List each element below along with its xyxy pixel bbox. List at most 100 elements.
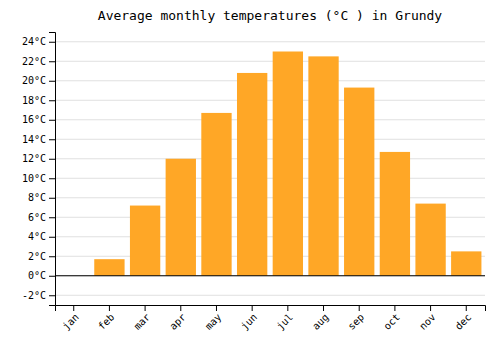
zero-line: [55, 275, 485, 276]
tick-mark: [49, 276, 55, 277]
plot-area: -2°C 0°C 2°C 4°C 6°C 8°C 10°C 12°C 14°C 16°C 18°C 2…: [22, 33, 486, 332]
bar: [273, 52, 303, 276]
tick-label: nov: [417, 311, 438, 332]
tick: oct: [381, 305, 402, 332]
tick-label: jun: [239, 311, 260, 332]
bar: [201, 113, 231, 276]
tick: jan: [60, 305, 81, 332]
tick-label: feb: [96, 311, 117, 332]
tick-mark: [49, 139, 55, 140]
tick-mark: [49, 295, 55, 296]
tick-label: aug: [310, 311, 331, 332]
tick-mark: [466, 305, 467, 311]
tick-label: may: [203, 311, 224, 332]
tick-label: jul: [274, 311, 295, 332]
bar: [344, 88, 374, 276]
tick-mark: [49, 100, 55, 101]
tick-label: 24°C: [22, 36, 46, 47]
tick-mark: [145, 305, 146, 311]
tick-label: 10°C: [22, 173, 46, 184]
grid-line: [55, 61, 485, 62]
tick-mark: [49, 237, 55, 238]
tick-mark: [287, 305, 288, 311]
title: Average monthly temperatures (°C ) in Gr…: [98, 8, 443, 23]
x-axis: janfebmaraprmayjunjulaugsepoctnovdec: [56, 305, 486, 332]
axis-line: [49, 33, 56, 306]
tick-label: apr: [167, 311, 188, 332]
bar: [130, 206, 160, 276]
tick: 10°C: [22, 173, 55, 184]
tick-mark: [252, 305, 253, 311]
grid-line: [55, 178, 485, 179]
tick: dec: [453, 305, 474, 332]
tick-label: 18°C: [22, 95, 46, 106]
tick-label: dec: [453, 311, 474, 332]
tick-mark: [49, 256, 55, 257]
tick: 24°C: [22, 36, 55, 47]
tick-label: 16°C: [22, 114, 46, 125]
tick-label: mar: [132, 311, 153, 332]
tick: nov: [417, 305, 438, 332]
tick-label: oct: [381, 311, 402, 332]
tick-label: 4°C: [28, 231, 46, 242]
tick: feb: [96, 305, 117, 332]
tick: 22°C: [22, 56, 55, 67]
axis-line: [56, 306, 486, 312]
tick-mark: [49, 217, 55, 218]
grid-line: [55, 139, 485, 140]
bars: [55, 52, 485, 276]
tick-label: 6°C: [28, 212, 46, 223]
tick-mark: [49, 159, 55, 160]
tick-label: 20°C: [22, 75, 46, 86]
tick-label: 22°C: [22, 56, 46, 67]
tick: may: [203, 305, 224, 332]
tick: jun: [239, 305, 260, 332]
tick: 6°C: [28, 212, 55, 223]
tick-mark: [180, 305, 181, 311]
grid-line: [55, 119, 485, 120]
grid-line: [55, 295, 485, 296]
tick-label: jan: [60, 311, 81, 332]
tick: apr: [167, 305, 188, 332]
bar: [237, 73, 267, 276]
tick-label: -2°C: [22, 290, 46, 301]
tick: jul: [274, 305, 295, 332]
tick-mark: [359, 305, 360, 311]
tick: 20°C: [22, 75, 55, 86]
grid-line: [55, 158, 485, 159]
tick: 18°C: [22, 95, 55, 106]
tick-mark: [430, 305, 431, 311]
tick-mark: [323, 305, 324, 311]
tick-mark: [394, 305, 395, 311]
tick-label: 0°C: [28, 270, 46, 281]
tick-mark: [49, 81, 55, 82]
tick: 4°C: [28, 231, 55, 242]
chart: -2°C 0°C 2°C 4°C 6°C 8°C 10°C 12°C 14°C 16°C 18°C 2…: [0, 0, 500, 350]
tick-mark: [49, 120, 55, 121]
tick: 14°C: [22, 134, 55, 145]
tick: 8°C: [28, 192, 55, 203]
tick: mar: [132, 305, 153, 332]
tick: 16°C: [22, 114, 55, 125]
tick-label: sep: [346, 311, 367, 332]
tick: 0°C: [28, 270, 55, 281]
tick-mark: [49, 42, 55, 43]
grid-line: [55, 41, 485, 42]
tick: 2°C: [28, 251, 55, 262]
tick-mark: [49, 178, 55, 179]
tick-label: 12°C: [22, 153, 46, 164]
grid-line: [55, 100, 485, 101]
tick-mark: [216, 305, 217, 311]
tick-label: 8°C: [28, 192, 46, 203]
tick-mark: [49, 61, 55, 62]
grid-line: [55, 197, 485, 198]
tick-mark: [73, 305, 74, 311]
grid: [55, 42, 485, 296]
tick-label: 14°C: [22, 134, 46, 145]
bar: [380, 152, 410, 276]
tick: sep: [346, 305, 367, 332]
bar: [166, 159, 196, 276]
bar: [308, 56, 338, 275]
tick: 12°C: [22, 153, 55, 164]
bar: [451, 251, 481, 275]
